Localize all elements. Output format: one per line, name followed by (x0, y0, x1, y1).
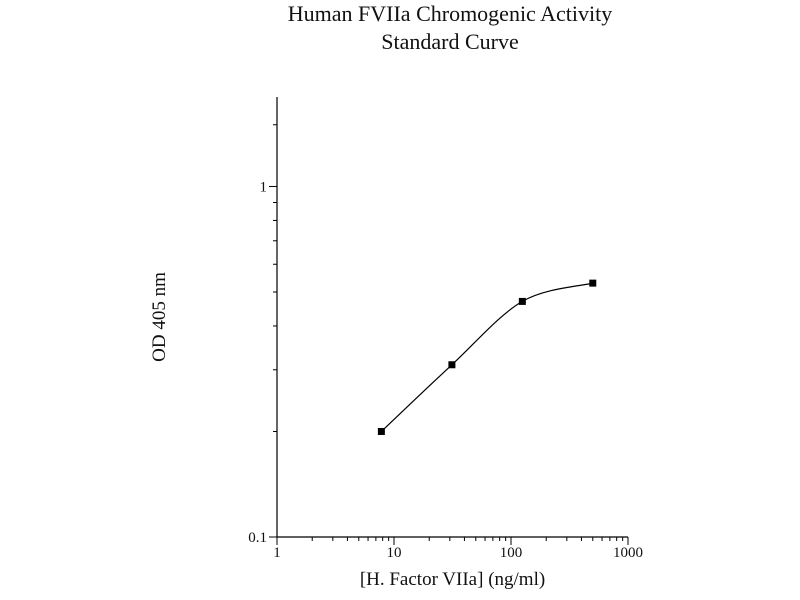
data-point (377, 427, 385, 435)
series (377, 279, 597, 435)
axes (276, 97, 628, 538)
x-tick-label: 10 (387, 545, 402, 561)
chart-title: Human FVIIa Chromogenic Activity (287, 1, 613, 26)
data-point (518, 297, 526, 305)
data-point (589, 279, 597, 287)
data-point (448, 361, 456, 369)
x-tick-label: 1 (273, 545, 281, 561)
x-tick-label: 100 (500, 545, 523, 561)
y-tick-label: 0.1 (248, 530, 267, 546)
x-tick-label: 1000 (613, 545, 643, 561)
y-axis-label: OD 405 nm (149, 272, 170, 362)
chart-subtitle: Standard Curve (381, 29, 519, 54)
ticks: 1 10 100 1000 0.1 1 (248, 124, 643, 561)
x-axis-label: [H. Factor VIIa] (ng/ml) (360, 569, 545, 590)
series-line (380, 282, 593, 432)
y-tick-label: 1 (260, 179, 268, 195)
